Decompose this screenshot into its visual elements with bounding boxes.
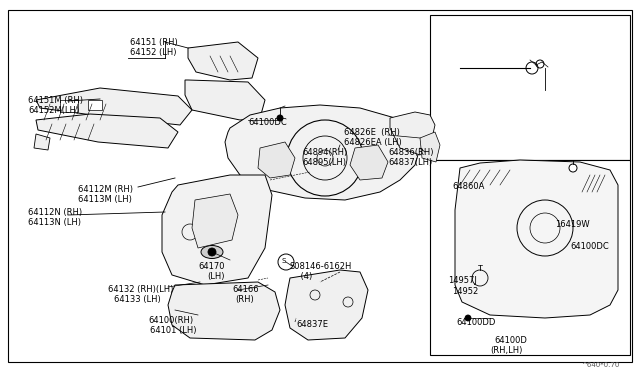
- Polygon shape: [258, 142, 295, 178]
- Polygon shape: [185, 80, 265, 120]
- Ellipse shape: [201, 246, 223, 259]
- Text: 64894(RH): 64894(RH): [302, 148, 348, 157]
- Bar: [430, 15, 630, 160]
- Text: S: S: [281, 258, 285, 264]
- Text: 14957J: 14957J: [448, 276, 477, 285]
- Polygon shape: [168, 282, 280, 340]
- Polygon shape: [420, 132, 440, 162]
- Bar: [430, 160, 630, 355]
- Text: (4): (4): [290, 272, 312, 281]
- Text: 64100D: 64100D: [494, 336, 527, 345]
- Text: 64100DC: 64100DC: [248, 118, 287, 127]
- Text: 64170: 64170: [198, 262, 225, 271]
- Text: 64837(LH): 64837(LH): [388, 158, 432, 167]
- Polygon shape: [162, 175, 272, 285]
- Polygon shape: [455, 160, 618, 318]
- Text: 64100DD: 64100DD: [456, 318, 495, 327]
- Text: 64826EA (LH): 64826EA (LH): [344, 138, 402, 147]
- Text: (LH): (LH): [207, 272, 225, 281]
- Polygon shape: [390, 112, 435, 155]
- Text: 64113N (LH): 64113N (LH): [28, 218, 81, 227]
- Polygon shape: [188, 42, 258, 80]
- Text: 64133 (LH): 64133 (LH): [114, 295, 161, 304]
- Text: ^640*0.70: ^640*0.70: [582, 362, 620, 368]
- Text: 64100DC: 64100DC: [570, 242, 609, 251]
- Bar: [60, 100, 78, 112]
- Text: 64895(LH): 64895(LH): [302, 158, 346, 167]
- Text: 64112N (RH): 64112N (RH): [28, 208, 82, 217]
- Polygon shape: [285, 270, 368, 340]
- Polygon shape: [36, 114, 178, 148]
- Polygon shape: [34, 134, 50, 150]
- Text: 64826E  (RH): 64826E (RH): [344, 128, 400, 137]
- Text: 64166: 64166: [232, 285, 259, 294]
- Text: 64101 (LH): 64101 (LH): [150, 326, 196, 335]
- Text: 14952: 14952: [452, 287, 478, 296]
- Text: 64837E: 64837E: [296, 320, 328, 329]
- Polygon shape: [192, 194, 238, 248]
- Polygon shape: [350, 145, 388, 180]
- Text: S08146-6162H: S08146-6162H: [290, 262, 353, 271]
- Text: 64836(RH): 64836(RH): [388, 148, 433, 157]
- Text: 64112M (RH): 64112M (RH): [78, 185, 133, 194]
- Text: 64152M(LH): 64152M(LH): [28, 106, 79, 115]
- Text: 64100(RH): 64100(RH): [148, 316, 193, 325]
- Text: (RH): (RH): [235, 295, 253, 304]
- Circle shape: [569, 164, 577, 172]
- Text: 64113M (LH): 64113M (LH): [78, 195, 132, 204]
- Text: (RH,LH): (RH,LH): [490, 346, 522, 355]
- Polygon shape: [36, 88, 192, 125]
- Text: 16419W: 16419W: [555, 220, 589, 229]
- Text: 64860A: 64860A: [452, 182, 484, 191]
- Circle shape: [465, 315, 471, 321]
- Circle shape: [208, 248, 216, 256]
- Circle shape: [277, 115, 283, 121]
- Polygon shape: [225, 105, 420, 200]
- Text: 64151 (RH): 64151 (RH): [130, 38, 178, 47]
- Text: 64132 (RH)(LH): 64132 (RH)(LH): [108, 285, 173, 294]
- Text: 64151M (RH): 64151M (RH): [28, 96, 83, 105]
- Bar: [88, 100, 102, 110]
- Text: 64152 (LH): 64152 (LH): [130, 48, 177, 57]
